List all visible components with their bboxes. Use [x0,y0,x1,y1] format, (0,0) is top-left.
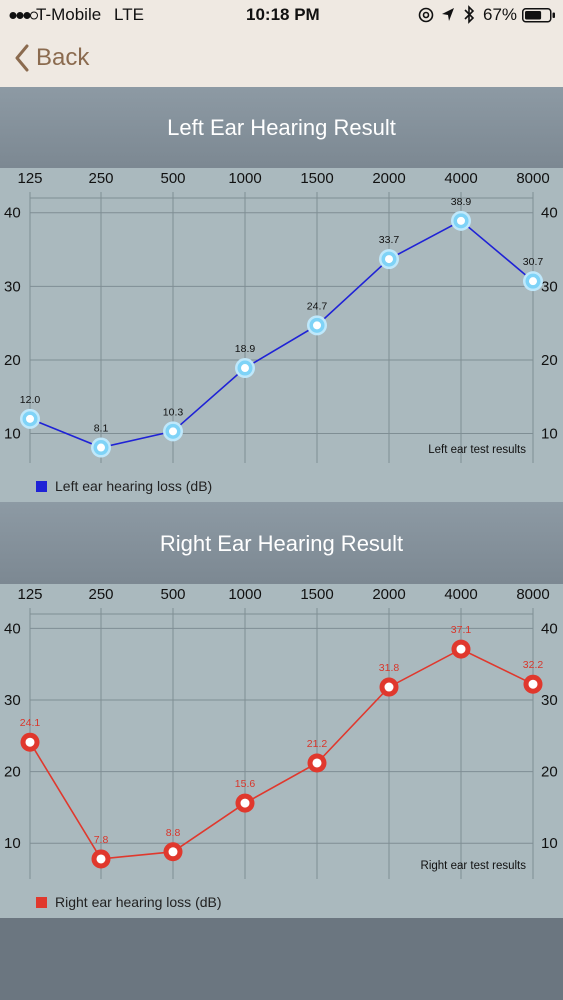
status-bar: T-Mobile LTE 10:18 PM 67% [0,0,563,30]
left-data-point-center [26,415,34,423]
left-x-tick-label: 1500 [300,170,333,187]
left-annotation: Left ear test results [428,444,526,456]
right-y-tick-left: 20 [4,764,21,781]
right-y-tick-left: 10 [4,835,21,852]
left-data-point-center [241,364,249,372]
right-ear-title: Right Ear Hearing Result [0,502,563,584]
bottom-area [0,918,563,1000]
left-data-label: 8.1 [94,423,109,435]
left-series-line [30,221,533,448]
left-x-tick-label: 500 [160,170,185,187]
right-data-label: 24.1 [20,717,41,729]
right-y-tick-right: 10 [541,835,558,852]
left-y-tick-right: 20 [541,352,558,369]
right-x-tick-label: 8000 [516,586,549,603]
left-y-tick-left: 30 [4,278,21,295]
left-data-point-center [385,255,393,263]
right-x-tick-label: 500 [160,586,185,603]
left-x-tick-label: 250 [88,170,113,187]
at-icon [418,7,434,23]
right-data-point-center [529,680,538,689]
left-y-tick-left: 40 [4,205,21,222]
left-x-tick-label: 8000 [516,170,549,187]
legend-swatch-red [36,897,47,908]
right-ear-chart-panel: 10 10 20 20 30 30 40 40 125 250 500 1000 1500 2000 400… [0,584,563,918]
left-y-tick-right: 30 [541,278,558,295]
right-data-label: 32.2 [523,659,544,671]
left-data-label: 10.3 [163,406,184,418]
carrier-name: T-Mobile [36,5,101,25]
navigation-bar: Back [0,30,563,87]
left-y-tick-right: 40 [541,205,558,222]
left-data-point-center [97,444,105,452]
left-data-label: 12.0 [20,394,41,406]
right-data-label: 7.8 [94,834,109,846]
right-data-label: 21.2 [307,738,328,750]
location-arrow-icon [441,7,455,22]
left-x-tick-label: 4000 [444,170,477,187]
right-legend-label: Right ear hearing loss (dB) [55,894,222,910]
left-ear-chart-panel: 10 10 20 20 30 30 40 40 125 250 500 1000 1500 2000 400… [0,168,563,502]
left-data-label: 30.7 [523,256,544,268]
battery-percent: 67% [483,5,517,25]
clock-time: 10:18 PM [246,5,320,25]
bluetooth-icon [463,5,475,24]
right-data-point-center [97,854,106,863]
left-data-label: 38.9 [451,196,472,208]
right-series-line [30,649,533,859]
right-y-tick-left: 40 [4,620,21,637]
left-data-point-center [529,277,537,285]
left-data-point-center [313,321,321,329]
battery-icon [522,8,556,23]
left-data-label: 18.9 [235,343,256,355]
right-ear-legend: Right ear hearing loss (dB) [36,894,222,910]
right-y-tick-left: 30 [4,692,21,709]
right-y-tick-right: 30 [541,692,558,709]
back-button-label: Back [36,44,89,72]
right-data-point-center [169,847,178,856]
right-data-label: 15.6 [235,778,256,790]
chevron-left-icon [14,44,30,72]
left-data-label: 24.7 [307,300,328,312]
right-x-tick-label: 2000 [372,586,405,603]
left-data-label: 33.7 [379,234,400,246]
right-data-point-center [241,799,250,808]
right-y-tick-right: 40 [541,620,558,637]
right-y-tick-right: 20 [541,764,558,781]
legend-swatch-blue [36,481,47,492]
left-x-tick-label: 125 [17,170,42,187]
left-ear-chart: 10 10 20 20 30 30 40 40 125 250 500 1000 1500 2000 400… [0,168,563,468]
left-data-point-center [169,427,177,435]
right-data-label: 37.1 [451,624,472,636]
left-y-tick-left: 10 [4,426,21,443]
right-data-point-center [385,683,394,692]
left-y-tick-right: 10 [541,426,558,443]
left-legend-label: Left ear hearing loss (dB) [55,478,212,494]
right-x-tick-label: 125 [17,586,42,603]
right-data-point-center [26,738,35,747]
left-y-tick-left: 20 [4,352,21,369]
right-data-point-center [457,645,466,654]
right-x-tick-label: 4000 [444,586,477,603]
left-ear-legend: Left ear hearing loss (dB) [36,478,212,494]
right-data-label: 8.8 [166,827,181,839]
right-annotation: Right ear test results [421,860,527,872]
right-x-tick-label: 1000 [228,586,261,603]
left-x-tick-label: 2000 [372,170,405,187]
back-button[interactable]: Back [14,42,89,74]
left-x-tick-label: 1000 [228,170,261,187]
left-data-point-center [457,217,465,225]
right-ear-chart: 10 10 20 20 30 30 40 40 125 250 500 1000 1500 2000 400… [0,584,563,884]
right-data-label: 31.8 [379,662,400,674]
right-x-tick-label: 250 [88,586,113,603]
network-type: LTE [114,5,144,25]
signal-dots-icon [9,11,39,20]
right-x-tick-label: 1500 [300,586,333,603]
left-ear-title: Left Ear Hearing Result [0,87,563,168]
right-data-point-center [313,758,322,767]
